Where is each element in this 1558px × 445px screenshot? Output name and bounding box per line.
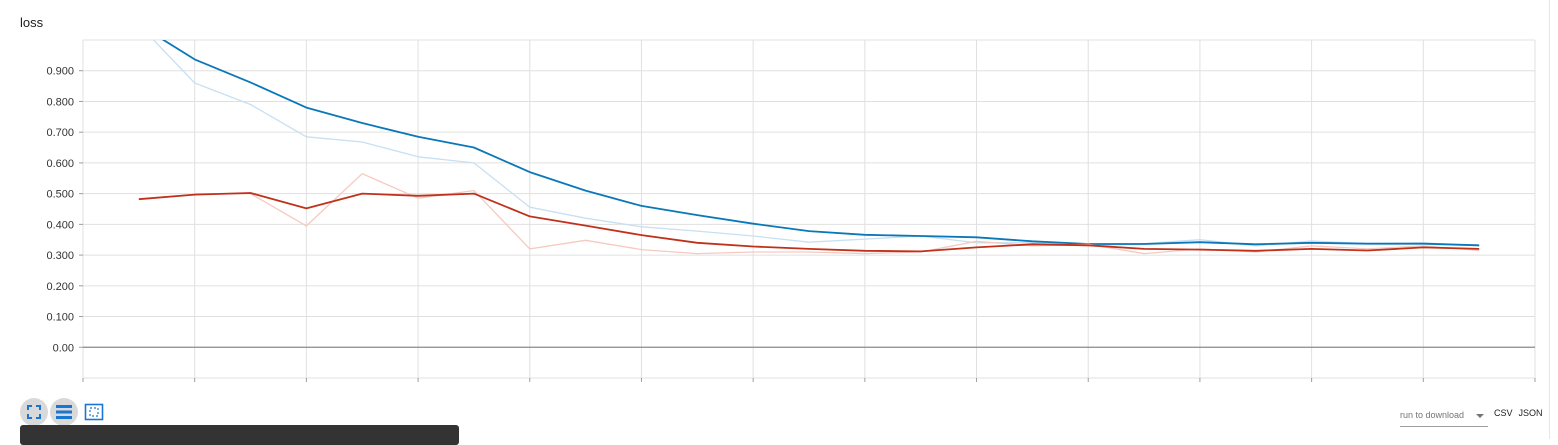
- expand-icon: [27, 405, 41, 419]
- series-line-2-raw: [194, 173, 1480, 255]
- y-tick-label: 0.00: [53, 342, 74, 354]
- chevron-down-icon: [1476, 414, 1484, 418]
- series-line-3-smoothed: [138, 192, 1480, 253]
- series-line-1-smoothed: [161, 40, 1480, 247]
- download-controls: run to download CSV JSON: [1400, 405, 1543, 427]
- y-tick-label: 0.600: [46, 158, 74, 170]
- y-tick-label: 0.800: [46, 96, 74, 108]
- y-tick-label: 0.200: [46, 281, 74, 293]
- csv-link[interactable]: CSV: [1494, 408, 1513, 418]
- grid: [82, 39, 1536, 382]
- loss-chart[interactable]: 0.00 0.100 0.200 0.300 0.400 0.500 0.600 0.700 0…: [0, 0, 1550, 395]
- y-tick-label: 0.500: [46, 189, 74, 201]
- series-lines: [138, 40, 1480, 255]
- y-axis: 0.00 0.100 0.200 0.300 0.400 0.500 0.600 0.700 0…: [46, 66, 83, 354]
- list-icon: [56, 405, 72, 419]
- y-tick-label: 0.300: [46, 250, 74, 262]
- run-select-placeholder: run to download: [1400, 410, 1465, 420]
- series-line-0-raw: [152, 40, 1480, 247]
- y-tick-label: 0.400: [46, 219, 74, 231]
- chart-toolbar: [20, 398, 108, 426]
- y-tick-label: 0.900: [46, 66, 74, 78]
- json-link[interactable]: JSON: [1518, 408, 1543, 418]
- tooltip: [20, 425, 459, 445]
- run-select[interactable]: run to download: [1400, 405, 1488, 427]
- chart-title: loss: [20, 15, 44, 30]
- toggle-log-scale-button[interactable]: [50, 398, 78, 426]
- fit-to-data-button[interactable]: [20, 398, 48, 426]
- fit-domain-button[interactable]: [80, 398, 108, 426]
- y-tick-label: 0.100: [46, 312, 74, 324]
- y-tick-label: 0.700: [46, 127, 74, 139]
- dotted-frame-icon: [84, 403, 104, 421]
